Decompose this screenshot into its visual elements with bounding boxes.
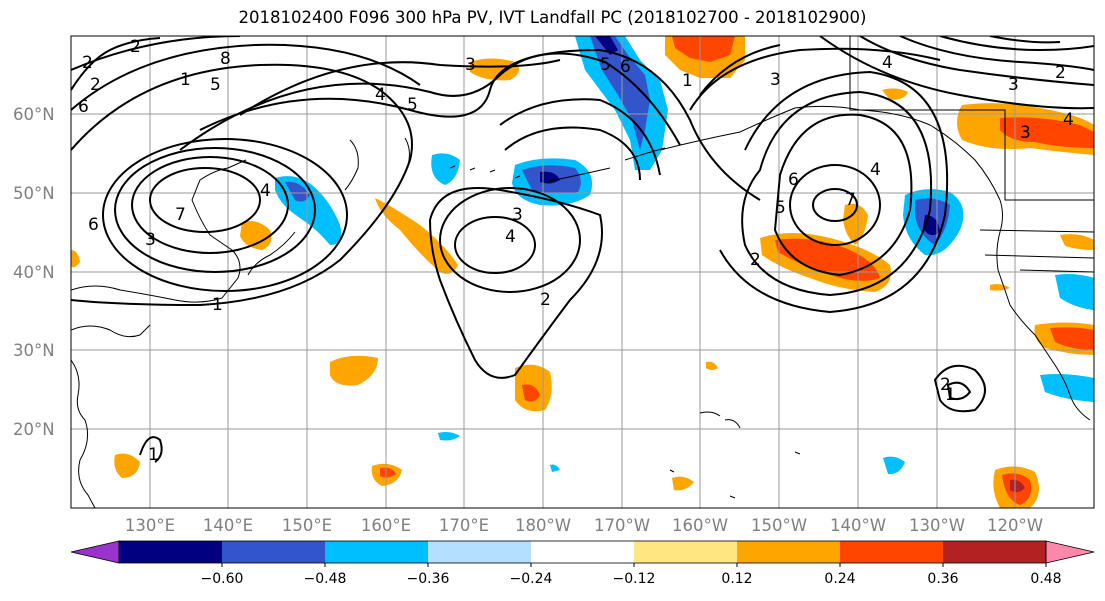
contour-label: 1	[945, 385, 956, 405]
lon-label-170e: 170°E	[439, 516, 489, 535]
colorbar-segment	[943, 541, 1047, 563]
contour-label: 3	[770, 70, 781, 90]
contour-label: 4	[260, 181, 271, 201]
contour-label: 3	[1020, 123, 1031, 143]
lon-label-150e: 150°E	[282, 516, 332, 535]
colorbar-outline	[118, 540, 1047, 564]
colorbar-segment	[119, 541, 223, 563]
colorbar-tick-label: −0.12	[613, 571, 656, 587]
shading-layer	[71, 36, 1094, 508]
map-frame	[70, 35, 1095, 509]
colorbar-tick-label: 0.12	[721, 571, 752, 587]
contour-label: 4	[870, 160, 881, 180]
lon-label-180w: 180°W	[515, 516, 571, 535]
contour-label: 3	[512, 205, 523, 225]
lon-label-130w: 130°W	[909, 516, 965, 535]
contour-label: 2	[130, 37, 141, 57]
contour-label: 6	[78, 97, 89, 117]
colorbar-tick-label: −0.60	[201, 571, 244, 587]
colorbar-segment	[531, 541, 635, 563]
contour-label: 2	[540, 290, 551, 310]
contour-label: 6	[620, 57, 631, 77]
lon-label-130e: 130°E	[125, 516, 175, 535]
lat-label-30n: 30°N	[13, 341, 55, 360]
colorbar-tick-label: 0.36	[927, 571, 958, 587]
longitude-labels: 130°E 140°E 150°E 160°E 170°E 180°W 170°…	[125, 516, 1043, 535]
contour-label: 1	[212, 295, 223, 315]
colorbar-segment	[634, 541, 738, 563]
contour-label: 1	[148, 445, 159, 465]
contour-label: 6	[788, 170, 799, 190]
colorbar-tick-label: −0.48	[304, 571, 347, 587]
contour-label: 2	[82, 53, 93, 73]
colorbar: −0.60 −0.48 −0.36 −0.24 −0.12 0.12 0.24 0.36 0.4…	[70, 540, 1095, 587]
contour-label: 2	[90, 75, 101, 95]
lon-label-170w: 170°W	[594, 516, 650, 535]
lon-label-140e: 140°E	[203, 516, 253, 535]
lon-label-160w: 160°W	[672, 516, 728, 535]
contour-label: 2	[940, 375, 951, 395]
colorbar-extend-low	[70, 540, 120, 564]
lon-label-160e: 160°E	[361, 516, 411, 535]
lat-label-50n: 50°N	[13, 184, 55, 203]
colorbar-segment	[737, 541, 841, 563]
contour-label: 3	[1008, 75, 1019, 95]
colorbar-tick-label: 0.24	[824, 571, 855, 587]
contour-label: 8	[220, 49, 231, 69]
colorbar-segment	[428, 541, 532, 563]
contour-label: 6	[88, 215, 99, 235]
colorbar-segment	[840, 541, 944, 563]
contour-label: 5	[210, 75, 221, 95]
lon-label-150w: 150°W	[751, 516, 807, 535]
contour-label: 3	[145, 230, 156, 250]
contour-label: 1	[682, 71, 693, 91]
contour-label: 7	[175, 205, 186, 225]
lat-label-60n: 60°N	[13, 105, 55, 124]
contour-label: 5	[407, 95, 418, 115]
colorbar-tick-label: −0.24	[510, 571, 553, 587]
lat-label-40n: 40°N	[13, 263, 55, 282]
contour-label: 4	[1063, 110, 1074, 130]
colorbar-tick-label: −0.36	[407, 571, 450, 587]
contour-label: 4	[375, 85, 386, 105]
contour-label: 1	[180, 70, 191, 90]
contour-label: 4	[505, 227, 516, 247]
colorbar-extend-high	[1045, 540, 1095, 564]
contour-label: 5	[600, 55, 611, 75]
contour-label: 5	[775, 198, 786, 218]
contour-label: 3	[465, 55, 476, 75]
lon-label-140w: 140°W	[830, 516, 886, 535]
lat-label-20n: 20°N	[13, 420, 55, 439]
map-content: 8 7 6 5 4 3 2 1 6 5 4 3 2 1 3 4 2 5 6 7 …	[71, 36, 1094, 508]
colorbar-tick-label: 0.48	[1030, 571, 1061, 587]
lon-label-120w: 120°W	[987, 516, 1043, 535]
colorbar-segment	[325, 541, 429, 563]
pv-contours	[71, 36, 1094, 463]
figure-title: 2018102400 F096 300 hPa PV, IVT Landfall…	[238, 8, 867, 27]
latitude-labels: 60°N 50°N 40°N 30°N 20°N	[13, 105, 55, 439]
colorbar-segment	[222, 541, 326, 563]
contour-label: 4	[882, 53, 893, 73]
contour-labels: 8 7 6 5 4 3 2 1 6 5 4 3 2 1 3 4 2 5 6 7 …	[78, 37, 1074, 465]
contour-label: 2	[750, 250, 761, 270]
contour-label: 7	[845, 190, 856, 210]
contour-label: 2	[1055, 63, 1066, 83]
